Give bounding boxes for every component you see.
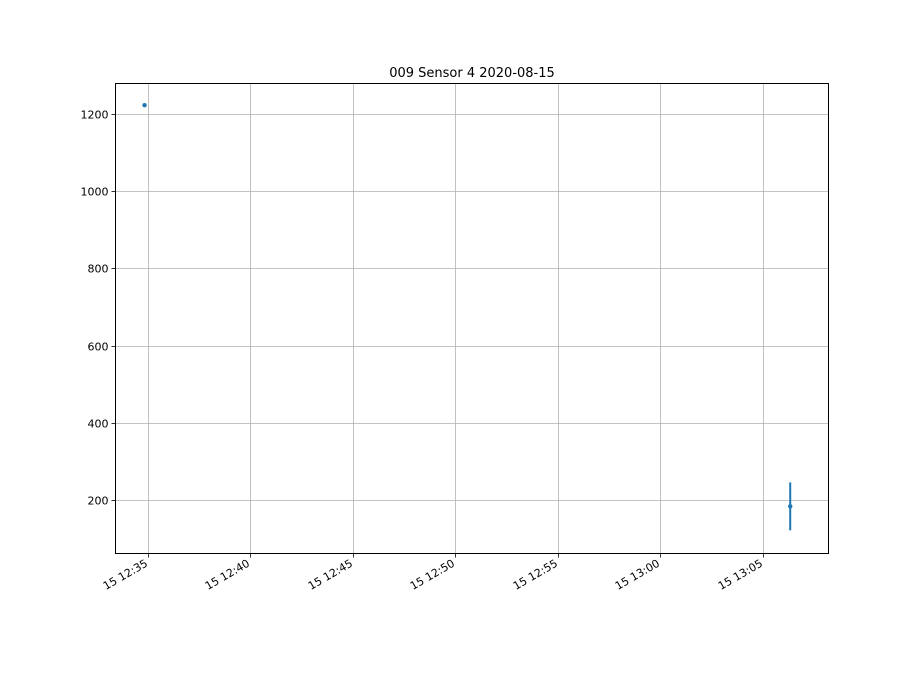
plot-frame (115, 83, 829, 554)
data-point (788, 504, 793, 509)
grid (115, 83, 829, 554)
y-tick-label: 600 (88, 341, 109, 354)
data-point (142, 102, 147, 108)
data-series (142, 102, 793, 531)
y-tick-label: 1200 (81, 109, 109, 122)
y-tick-label: 800 (88, 263, 109, 276)
y-tick-label: 1000 (81, 186, 109, 199)
y-tick-label: 400 (88, 418, 109, 431)
y-tick-label: 200 (88, 495, 109, 508)
chart-title: 009 Sensor 4 2020-08-15 (389, 66, 555, 81)
